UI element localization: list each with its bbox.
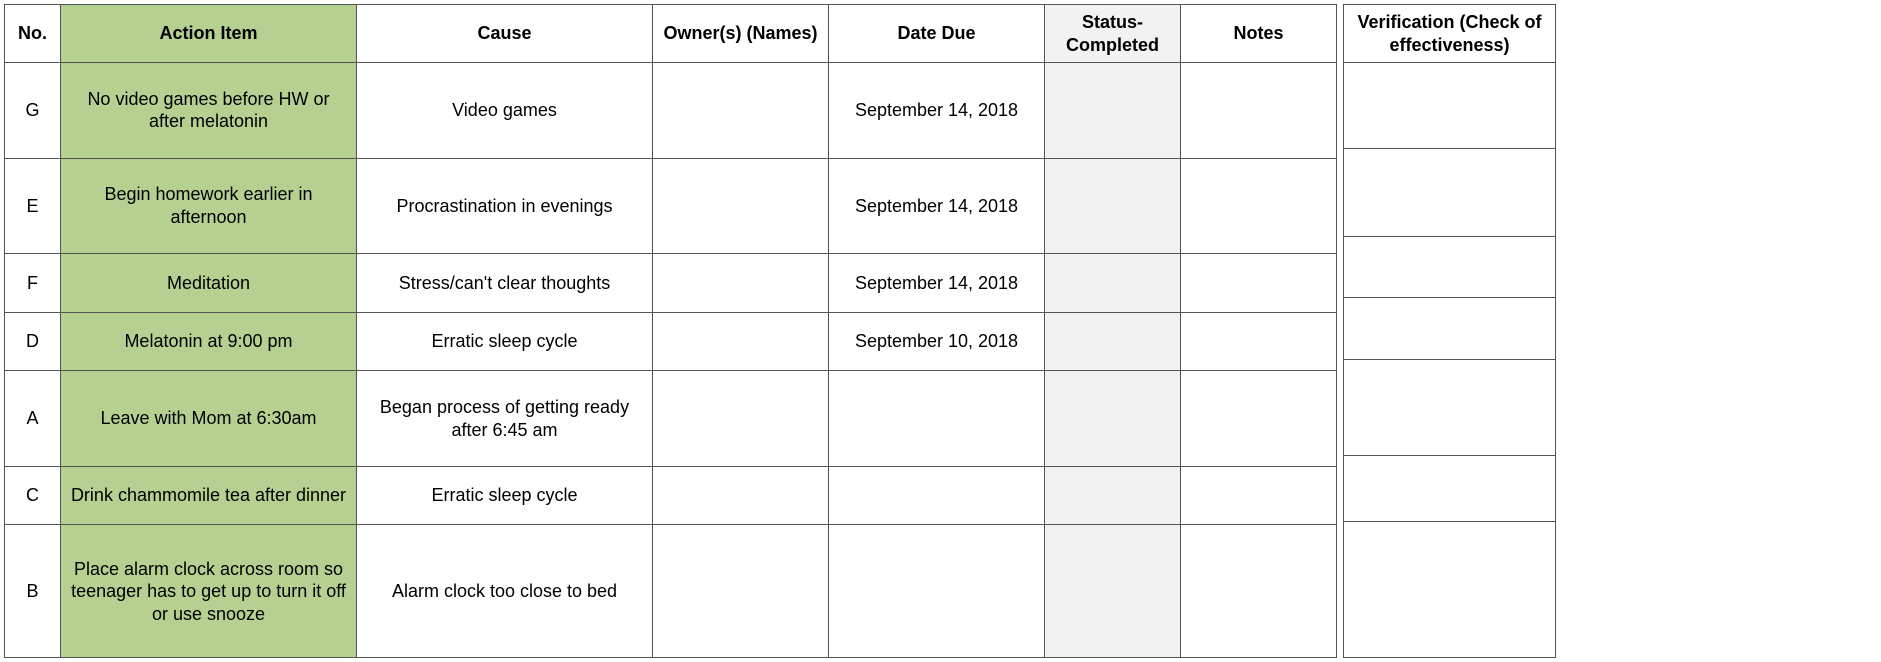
- main-header-row: No. Action Item Cause Owner(s) (Names) D…: [5, 5, 1337, 63]
- verification-row: [1344, 63, 1556, 149]
- cell-no: A: [5, 371, 61, 467]
- cell-notes: [1181, 254, 1337, 313]
- cell-notes: [1181, 312, 1337, 371]
- cell-notes: [1181, 371, 1337, 467]
- cell-status-completed: [1045, 63, 1181, 159]
- verification-row: [1344, 237, 1556, 298]
- cell-notes: [1181, 466, 1337, 525]
- cell-verification: [1344, 455, 1556, 521]
- cell-notes: [1181, 158, 1337, 254]
- table-row: CDrink chammomile tea after dinnerErrati…: [5, 466, 1337, 525]
- cell-owner: [653, 254, 829, 313]
- table-row: ALeave with Mom at 6:30amBegan process o…: [5, 371, 1337, 467]
- verification-table-body: [1344, 63, 1556, 658]
- verification-row: [1344, 360, 1556, 455]
- cell-cause: Video games: [357, 63, 653, 159]
- cell-status-completed: [1045, 254, 1181, 313]
- cell-action-item: Meditation: [61, 254, 357, 313]
- cell-status-completed: [1045, 312, 1181, 371]
- verification-row: [1344, 521, 1556, 658]
- cell-action-item: Leave with Mom at 6:30am: [61, 371, 357, 467]
- cell-cause: Erratic sleep cycle: [357, 312, 653, 371]
- cell-action-item: Melatonin at 9:00 pm: [61, 312, 357, 371]
- verification-row: [1344, 149, 1556, 237]
- cell-cause: Erratic sleep cycle: [357, 466, 653, 525]
- cell-notes: [1181, 525, 1337, 658]
- table-row: BPlace alarm clock across room so teenag…: [5, 525, 1337, 658]
- cell-verification: [1344, 360, 1556, 455]
- cell-verification: [1344, 521, 1556, 658]
- cell-status-completed: [1045, 158, 1181, 254]
- cell-status-completed: [1045, 525, 1181, 658]
- cell-owner: [653, 525, 829, 658]
- header-owner: Owner(s) (Names): [653, 5, 829, 63]
- verification-table: Verification (Check of effectiveness): [1343, 4, 1556, 658]
- cell-date-due: [829, 466, 1045, 525]
- cell-date-due: [829, 525, 1045, 658]
- header-date-due: Date Due: [829, 5, 1045, 63]
- cell-no: D: [5, 312, 61, 371]
- cell-no: G: [5, 63, 61, 159]
- cell-cause: Began process of getting ready after 6:4…: [357, 371, 653, 467]
- verification-row: [1344, 455, 1556, 521]
- header-no: No.: [5, 5, 61, 63]
- cell-cause: Procrastination in evenings: [357, 158, 653, 254]
- cell-date-due: September 14, 2018: [829, 254, 1045, 313]
- cell-status-completed: [1045, 371, 1181, 467]
- table-row: GNo video games before HW or after melat…: [5, 63, 1337, 159]
- cell-owner: [653, 466, 829, 525]
- cell-date-due: September 10, 2018: [829, 312, 1045, 371]
- cell-verification: [1344, 237, 1556, 298]
- cell-cause: Stress/can't clear thoughts: [357, 254, 653, 313]
- cell-date-due: September 14, 2018: [829, 158, 1045, 254]
- cell-action-item: No video games before HW or after melato…: [61, 63, 357, 159]
- cell-action-item: Place alarm clock across room so teenage…: [61, 525, 357, 658]
- cell-no: F: [5, 254, 61, 313]
- header-status-completed: Status-Completed: [1045, 5, 1181, 63]
- header-verification: Verification (Check of effectiveness): [1344, 5, 1556, 63]
- cell-owner: [653, 371, 829, 467]
- cell-status-completed: [1045, 466, 1181, 525]
- header-action-item: Action Item: [61, 5, 357, 63]
- main-table-body: GNo video games before HW or after melat…: [5, 63, 1337, 658]
- cell-no: E: [5, 158, 61, 254]
- cell-owner: [653, 63, 829, 159]
- cell-action-item: Drink chammomile tea after dinner: [61, 466, 357, 525]
- header-notes: Notes: [1181, 5, 1337, 63]
- cell-cause: Alarm clock too close to bed: [357, 525, 653, 658]
- cell-verification: [1344, 149, 1556, 237]
- tables-wrapper: No. Action Item Cause Owner(s) (Names) D…: [4, 4, 1877, 658]
- table-row: EBegin homework earlier in afternoonProc…: [5, 158, 1337, 254]
- cell-date-due: [829, 371, 1045, 467]
- verification-row: [1344, 298, 1556, 360]
- cell-notes: [1181, 63, 1337, 159]
- cell-verification: [1344, 298, 1556, 360]
- action-items-table: No. Action Item Cause Owner(s) (Names) D…: [4, 4, 1337, 658]
- cell-action-item: Begin homework earlier in afternoon: [61, 158, 357, 254]
- cell-date-due: September 14, 2018: [829, 63, 1045, 159]
- cell-no: B: [5, 525, 61, 658]
- cell-owner: [653, 158, 829, 254]
- verification-header-row: Verification (Check of effectiveness): [1344, 5, 1556, 63]
- table-row: FMeditationStress/can't clear thoughts Se…: [5, 254, 1337, 313]
- cell-owner: [653, 312, 829, 371]
- cell-no: C: [5, 466, 61, 525]
- cell-verification: [1344, 63, 1556, 149]
- table-row: DMelatonin at 9:00 pmErratic sleep cycle…: [5, 312, 1337, 371]
- header-cause: Cause: [357, 5, 653, 63]
